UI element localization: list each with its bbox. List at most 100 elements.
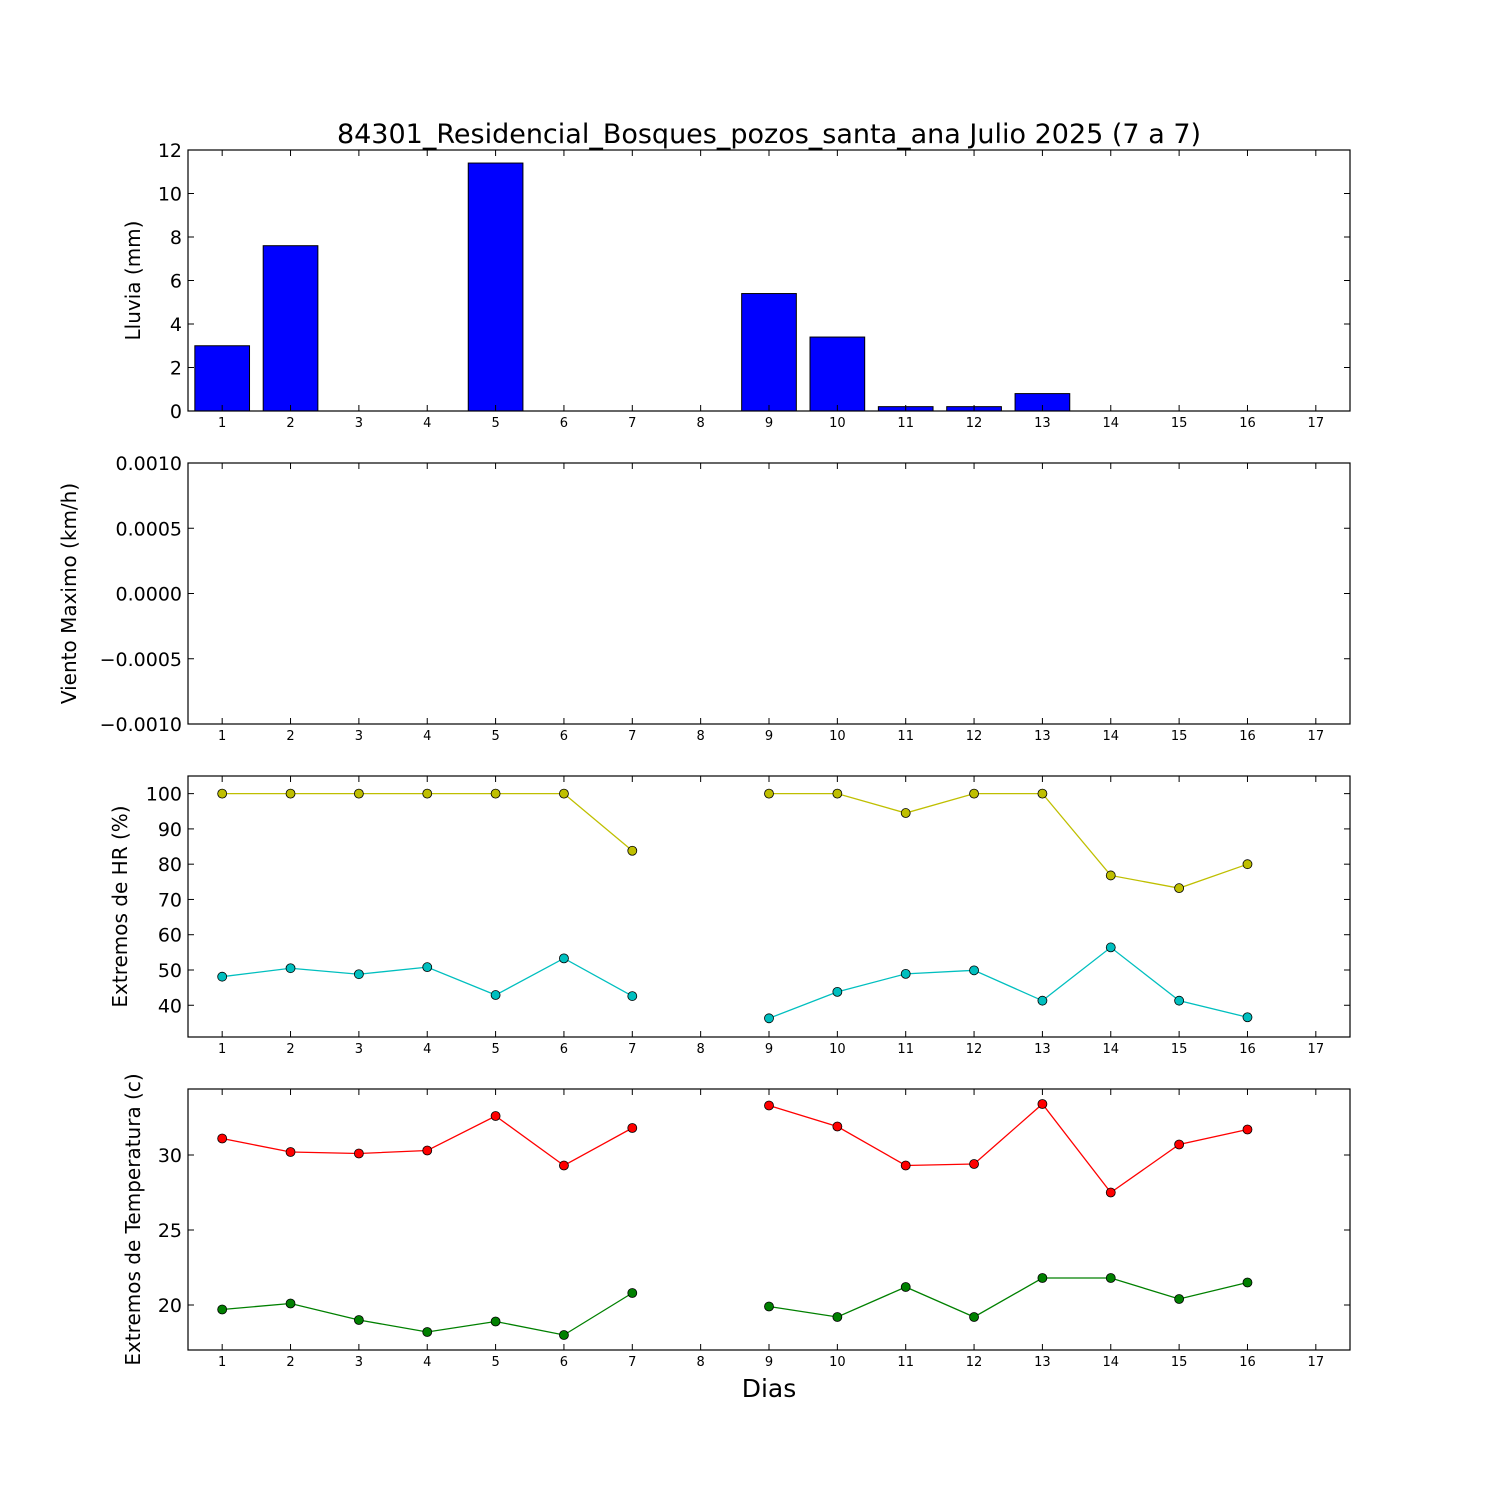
x-tick-label: 13 bbox=[1034, 1042, 1051, 1057]
x-tick-label: 6 bbox=[560, 1355, 568, 1370]
x-tick-label: 4 bbox=[423, 416, 431, 431]
x-tick-label: 5 bbox=[491, 729, 499, 744]
x-tick-label: 1 bbox=[218, 1355, 226, 1370]
series-2-point-day-4 bbox=[422, 962, 433, 973]
x-tick-label: 8 bbox=[697, 416, 705, 431]
x-tick-label: 10 bbox=[829, 1042, 846, 1057]
series-1-point-day-12 bbox=[969, 788, 979, 799]
y-tick-label: 2 bbox=[170, 358, 182, 380]
x-tick-label: 9 bbox=[765, 1042, 773, 1057]
x-tick-label: 11 bbox=[897, 1355, 914, 1370]
series-2-point-day-7 bbox=[627, 991, 638, 1001]
y-tick-label: 12 bbox=[158, 140, 182, 162]
y-tick-label: 100 bbox=[146, 784, 182, 806]
series-2-point-day-11 bbox=[900, 968, 911, 979]
series-2-point-day-10 bbox=[832, 986, 843, 997]
series-1-point-day-9 bbox=[764, 788, 774, 799]
series-1-line bbox=[769, 792, 1248, 889]
x-tick-label: 5 bbox=[491, 416, 499, 431]
series-2-line bbox=[768, 946, 1248, 1019]
x-tick-label: 3 bbox=[355, 729, 363, 744]
series-1-point-day-16 bbox=[1242, 859, 1253, 870]
y-tick-label: 6 bbox=[170, 271, 182, 293]
series-1-point-day-5 bbox=[490, 788, 501, 799]
chart-title: 84301_Residencial_Bosques_pozos_santa_an… bbox=[337, 119, 1201, 150]
series-1-point-day-4 bbox=[422, 1145, 433, 1156]
y-tick-label: 50 bbox=[158, 960, 182, 982]
x-tick-label: 11 bbox=[897, 1042, 914, 1057]
x-tick-label: 15 bbox=[1171, 1355, 1188, 1370]
series-1-point-day-14 bbox=[1105, 1187, 1116, 1198]
x-tick-label: 12 bbox=[966, 1042, 983, 1057]
series-2-point-day-6 bbox=[559, 953, 569, 964]
x-tick-label: 13 bbox=[1034, 1355, 1051, 1370]
x-tick-label: 9 bbox=[765, 729, 773, 744]
series-1-point-day-11 bbox=[900, 808, 911, 818]
x-tick-label: 7 bbox=[628, 729, 636, 744]
series-2-point-day-16 bbox=[1242, 1277, 1253, 1288]
x-tick-label: 3 bbox=[355, 1042, 363, 1057]
y-tick-label: 60 bbox=[158, 925, 182, 947]
series-2-point-day-14 bbox=[1105, 942, 1116, 953]
series-1-point-day-7 bbox=[627, 1123, 638, 1133]
x-tick-label: 11 bbox=[897, 729, 914, 744]
series-1-point-day-10 bbox=[832, 1121, 843, 1132]
series-1-point-day-16 bbox=[1242, 1124, 1253, 1135]
series-1-point-day-2 bbox=[285, 1147, 296, 1157]
series-2-point-day-4 bbox=[422, 1327, 433, 1337]
series-2-point-day-1 bbox=[217, 971, 228, 982]
series-2-point-day-11 bbox=[900, 1282, 911, 1292]
series-2-point-day-16 bbox=[1242, 1012, 1253, 1023]
x-tick-label: 14 bbox=[1102, 729, 1119, 744]
y-axis-label: Viento Maximo (km/h) bbox=[57, 483, 81, 704]
x-tick-label: 14 bbox=[1102, 1355, 1119, 1370]
y-tick-label: −0.0005 bbox=[100, 649, 182, 671]
x-tick-label: 9 bbox=[765, 416, 773, 431]
x-tick-label: 9 bbox=[765, 1355, 773, 1370]
series-2-point-day-9 bbox=[764, 1301, 774, 1312]
bar-day-2 bbox=[262, 245, 319, 412]
series-2-point-day-3 bbox=[353, 969, 364, 980]
series-2-point-day-12 bbox=[969, 1312, 979, 1322]
x-tick-label: 15 bbox=[1171, 416, 1188, 431]
series-1-point-day-6 bbox=[559, 1160, 569, 1171]
series-1-line bbox=[768, 1103, 1248, 1194]
x-tick-label: 1 bbox=[218, 416, 226, 431]
x-axis-label: Dias bbox=[742, 1374, 797, 1403]
x-tick-label: 8 bbox=[697, 729, 705, 744]
x-tick-label: 15 bbox=[1171, 1042, 1188, 1057]
y-tick-label: −0.0010 bbox=[100, 714, 182, 736]
x-tick-label: 17 bbox=[1308, 1355, 1325, 1370]
x-tick-label: 16 bbox=[1239, 1042, 1256, 1057]
series-1-point-day-6 bbox=[559, 788, 569, 799]
x-tick-label: 10 bbox=[829, 416, 846, 431]
series-1-point-day-7 bbox=[627, 845, 638, 856]
x-tick-label: 3 bbox=[355, 1355, 363, 1370]
series-2-point-day-1 bbox=[217, 1304, 228, 1315]
x-tick-label: 16 bbox=[1239, 729, 1256, 744]
x-tick-label: 17 bbox=[1308, 729, 1325, 744]
y-tick-label: 70 bbox=[158, 889, 182, 911]
x-tick-label: 8 bbox=[697, 1042, 705, 1057]
series-1-point-day-14 bbox=[1105, 870, 1116, 881]
x-tick-label: 4 bbox=[423, 729, 431, 744]
x-tick-label: 7 bbox=[628, 416, 636, 431]
series-1-point-day-12 bbox=[969, 1159, 979, 1169]
series-1-point-day-9 bbox=[764, 1100, 774, 1111]
x-tick-label: 4 bbox=[423, 1042, 431, 1057]
series-2-point-day-13 bbox=[1037, 995, 1048, 1006]
x-tick-label: 14 bbox=[1102, 1042, 1119, 1057]
bar-day-10 bbox=[809, 336, 866, 412]
series-2-point-day-2 bbox=[285, 1298, 296, 1309]
x-tick-label: 8 bbox=[697, 1355, 705, 1370]
y-tick-label: 10 bbox=[158, 184, 182, 206]
x-tick-label: 2 bbox=[286, 729, 294, 744]
y-tick-label: 25 bbox=[158, 1220, 182, 1242]
x-tick-label: 16 bbox=[1239, 1355, 1256, 1370]
y-tick-label: 80 bbox=[158, 854, 182, 876]
x-tick-label: 16 bbox=[1239, 416, 1256, 431]
series-2-point-day-15 bbox=[1174, 1294, 1185, 1304]
